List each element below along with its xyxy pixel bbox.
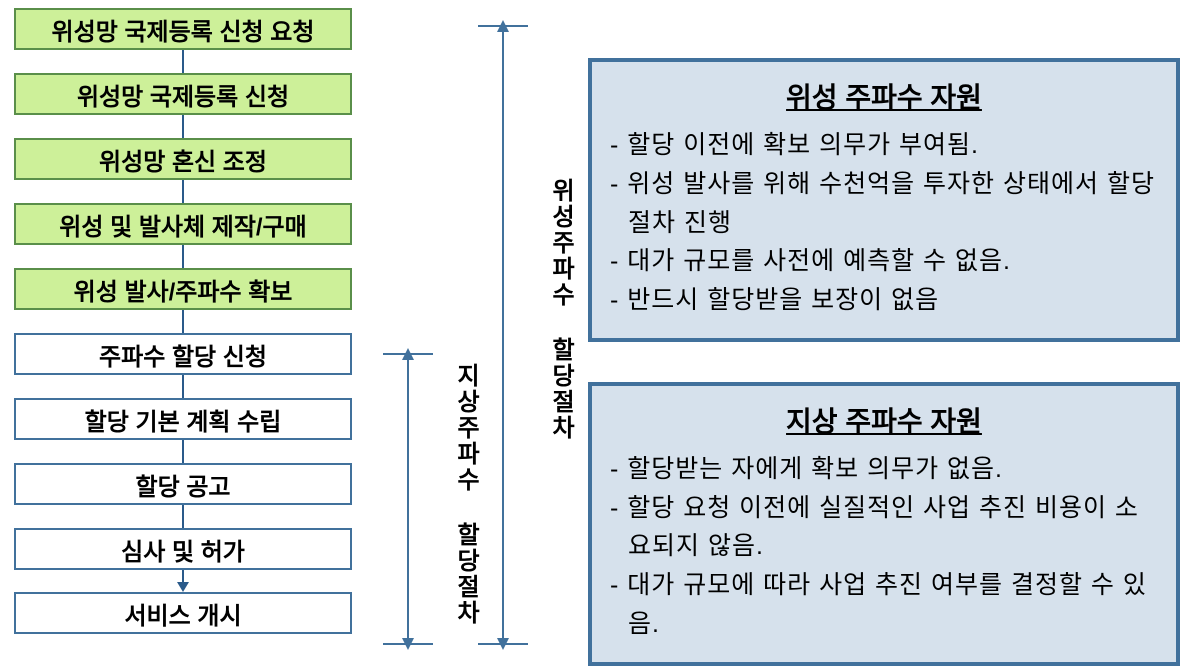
flow-step-8: 할당 공고 [14, 463, 352, 505]
bracket-full-label: 위성주파수 할당절차 [543, 178, 578, 441]
bracket-lower [383, 348, 433, 650]
panel-satellite: 위성 주파수 자원 - 할당 이전에 확보 의무가 부여됨. - 위성 발사를 … [588, 58, 1180, 342]
flow-step-4: 위성 및 발사체 제작/구매 [14, 203, 352, 245]
flow-step-label: 심사 및 허가 [121, 532, 245, 567]
flow-step-5: 위성 발사/주파수 확보 [14, 268, 352, 310]
flow-step-label: 위성 발사/주파수 확보 [74, 272, 293, 307]
flow-step-label: 위성망 국제등록 신청 [77, 77, 289, 112]
info-column: 위성 주파수 자원 - 할당 이전에 확보 의무가 부여됨. - 위성 발사를 … [588, 8, 1202, 661]
flow-step-7: 할당 기본 계획 수립 [14, 398, 352, 440]
flow-arrow-icon [177, 582, 189, 592]
flow-step-9: 심사 및 허가 [14, 528, 352, 570]
panel-item: - 할당 요청 이전에 실질적인 사업 추진 비용이 소요되지 않음. [610, 489, 1158, 567]
flow-connector [182, 375, 184, 398]
flow-step-label: 위성망 국제등록 신청 요청 [52, 12, 315, 47]
flow-step-label: 위성망 혼신 조정 [99, 142, 267, 177]
panel-ground: 지상 주파수 자원 - 할당받는 자에게 확보 의무가 없음. - 할당 요청 … [588, 382, 1180, 666]
flow-step-10: 서비스 개시 [14, 592, 352, 634]
brackets-column: 위성주파수 할당절차 지상주파수 할당절차 [358, 8, 588, 661]
flow-connector [182, 115, 184, 138]
panel-title: 위성 주파수 자원 [610, 76, 1158, 116]
flow-step-label: 할당 공고 [136, 467, 231, 502]
flow-step-label: 주파수 할당 신청 [99, 337, 267, 372]
panel-item: - 할당받는 자에게 확보 의무가 없음. [610, 450, 1158, 489]
diagram-container: 위성망 국제등록 신청 요청 위성망 국제등록 신청 위성망 혼신 조정 위성 … [0, 0, 1202, 669]
flow-column: 위성망 국제등록 신청 요청 위성망 국제등록 신청 위성망 혼신 조정 위성 … [8, 8, 358, 661]
flow-step-1: 위성망 국제등록 신청 요청 [14, 8, 352, 50]
panel-item: - 대가 규모를 사전에 예측할 수 없음. [610, 242, 1158, 281]
panel-item: - 반드시 할당받을 보장이 없음 [610, 281, 1158, 320]
bracket-lower-label: 지상주파수 할당절차 [448, 363, 483, 626]
flow-connector [182, 310, 184, 333]
flow-step-6: 주파수 할당 신청 [14, 333, 352, 375]
flow-connector [182, 180, 184, 203]
flow-connector [182, 245, 184, 268]
panel-title: 지상 주파수 자원 [610, 400, 1158, 440]
panel-item: - 할당 이전에 확보 의무가 부여됨. [610, 126, 1158, 165]
flow-connector [182, 505, 184, 528]
flow-connector [182, 440, 184, 463]
panel-item: - 대가 규모에 따라 사업 추진 여부를 결정할 수 있음. [610, 566, 1158, 644]
flow-step-2: 위성망 국제등록 신청 [14, 73, 352, 115]
flow-step-label: 서비스 개시 [124, 596, 241, 631]
bracket-full [478, 20, 528, 650]
flow-step-3: 위성망 혼신 조정 [14, 138, 352, 180]
flow-connector [182, 50, 184, 73]
flow-step-label: 할당 기본 계획 수립 [85, 402, 282, 437]
flow-step-label: 위성 및 발사체 제작/구매 [59, 207, 306, 242]
panel-item: - 위성 발사를 위해 수천억을 투자한 상태에서 할당 절차 진행 [610, 165, 1158, 243]
